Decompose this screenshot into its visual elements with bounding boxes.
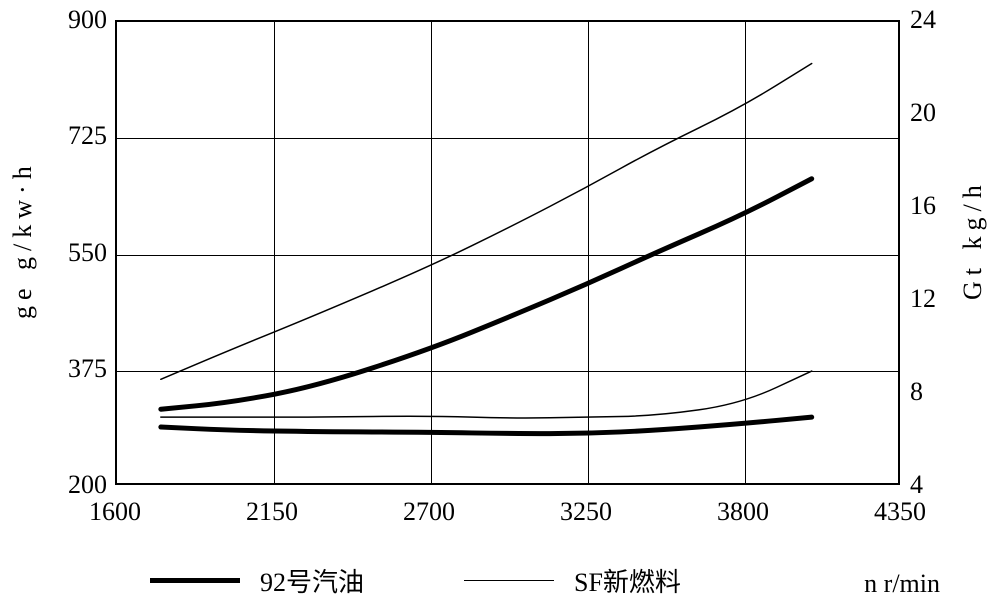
legend-label-sf: SF新燃料 bbox=[574, 562, 681, 599]
grid-line-h bbox=[117, 255, 898, 256]
y-left-tick-label: 550 bbox=[68, 238, 107, 268]
y-right-axis-title: Gt kg/h bbox=[958, 130, 988, 350]
grid-line-v bbox=[745, 22, 746, 483]
legend-swatch-sf bbox=[464, 580, 554, 581]
plot-area bbox=[115, 20, 900, 485]
y-right-tick-label: 16 bbox=[910, 191, 936, 221]
y-right-tick-label: 12 bbox=[910, 284, 936, 314]
y-left-tick-label: 375 bbox=[68, 354, 107, 384]
grid-line-h bbox=[117, 371, 898, 372]
x-tick-label: 3800 bbox=[717, 497, 769, 527]
series-sf-fuel-ge bbox=[161, 371, 812, 418]
y-left-tick-label: 900 bbox=[68, 5, 107, 35]
y-right-tick-label: 8 bbox=[910, 377, 923, 407]
x-axis-title: n r/min bbox=[864, 569, 940, 599]
chart-container: ge g/kw·h Gt kg/h 200 375 550 725 900 4 8 12 16… bbox=[0, 0, 1000, 611]
legend-swatch-92 bbox=[150, 578, 240, 583]
x-tick-label: 2700 bbox=[403, 497, 455, 527]
x-tick-label: 2150 bbox=[246, 497, 298, 527]
x-tick-label: 1600 bbox=[89, 497, 141, 527]
y-right-tick-label: 20 bbox=[910, 98, 936, 128]
grid-line-v bbox=[274, 22, 275, 483]
y-right-tick-label: 4 bbox=[910, 470, 923, 500]
legend-label-92: 92号汽油 bbox=[260, 562, 364, 599]
y-left-tick-label: 725 bbox=[68, 121, 107, 151]
series-sf-fuel-gt bbox=[161, 63, 812, 379]
legend: 92号汽油 SF新燃料 bbox=[150, 562, 681, 599]
grid-line-h bbox=[117, 138, 898, 139]
grid-line-v bbox=[431, 22, 432, 483]
grid-line-v bbox=[588, 22, 589, 483]
x-tick-label: 4350 bbox=[874, 497, 926, 527]
y-right-tick-label: 24 bbox=[910, 5, 936, 35]
y-left-axis-title: ge g/kw·h bbox=[8, 120, 38, 360]
series-92-gas-ge bbox=[161, 417, 812, 433]
chart-curves bbox=[117, 22, 898, 483]
y-left-tick-label: 200 bbox=[68, 470, 107, 500]
x-tick-label: 3250 bbox=[560, 497, 612, 527]
series-92-gas-gt bbox=[161, 179, 812, 410]
